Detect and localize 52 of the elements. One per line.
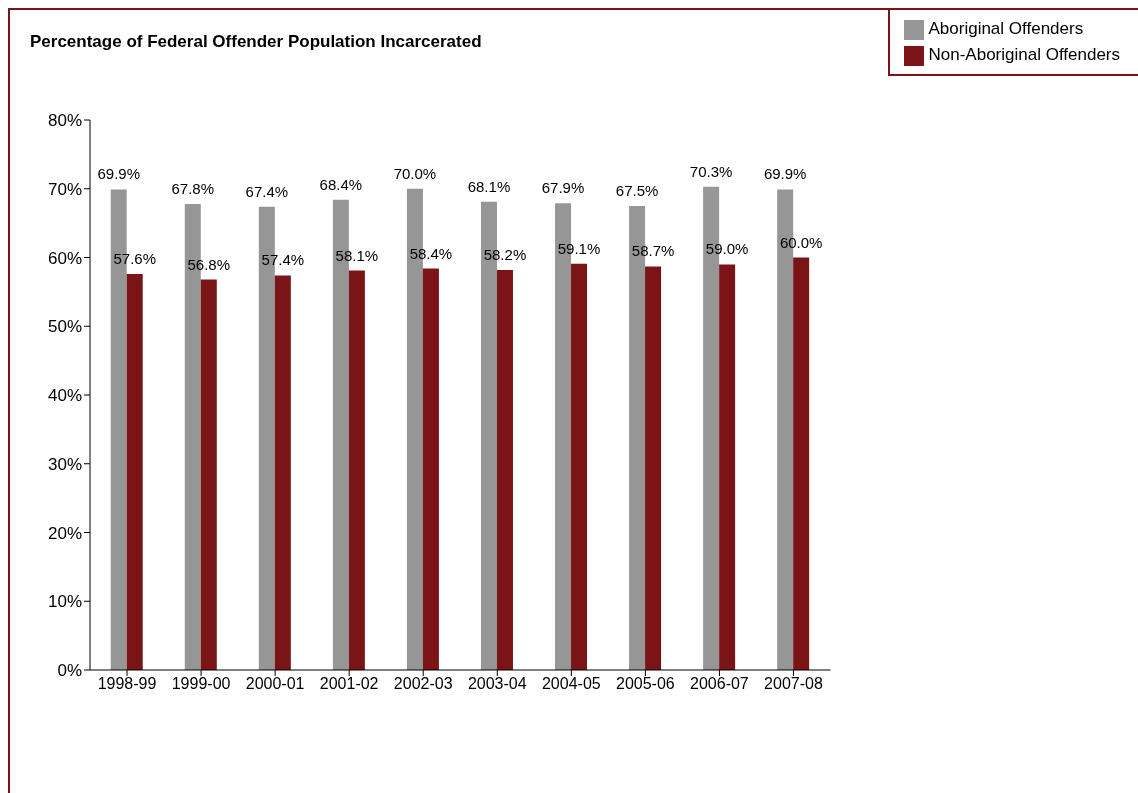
bar (200, 279, 217, 670)
bar (348, 270, 365, 670)
bar (496, 269, 513, 670)
y-tick-label: 0% (57, 661, 82, 681)
bar (274, 275, 291, 670)
bar (422, 268, 439, 670)
x-tick-label: 2000-01 (245, 675, 305, 693)
data-label: 67.8% (171, 179, 215, 197)
data-label: 70.3% (689, 162, 733, 180)
data-label: 58.1% (335, 246, 379, 264)
y-tick-label: 40% (47, 386, 82, 406)
bar (126, 274, 143, 670)
data-label: 67.5% (615, 181, 659, 199)
x-tick-label: 2007-08 (764, 675, 823, 693)
y-tick-label: 70% (47, 179, 82, 199)
data-label: 59.0% (705, 240, 749, 258)
y-tick-label: 50% (47, 317, 82, 337)
y-tick-label: 20% (47, 523, 82, 543)
x-tick-label: 2001-02 (319, 675, 379, 693)
x-tick-label: 2005-06 (616, 675, 675, 693)
data-label: 57.6% (113, 250, 157, 267)
data-label: 60.0% (779, 233, 823, 251)
y-tick-label: 10% (47, 592, 82, 612)
data-label: 59.1% (557, 239, 601, 257)
data-label: 68.1% (467, 177, 511, 195)
x-tick-label: 2003-04 (467, 675, 527, 693)
data-label: 57.4% (261, 251, 305, 269)
data-label: 67.9% (541, 179, 585, 197)
data-label: 69.9% (97, 165, 141, 183)
data-label: 69.9% (763, 165, 807, 183)
legend-label: Aboriginal Offenders (928, 19, 1084, 38)
bar (719, 264, 736, 670)
chart-title: Percentage of Federal Offender Population Incarcerated (30, 32, 482, 52)
data-label: 58.2% (483, 245, 527, 263)
x-tick-label: 2004-05 (541, 675, 601, 693)
x-tick-label: 2006-07 (690, 675, 749, 693)
y-tick-label: 60% (47, 248, 82, 268)
bar (793, 257, 810, 670)
data-label: 58.7% (631, 242, 675, 260)
data-label: 68.4% (319, 175, 363, 193)
data-label: 56.8% (187, 255, 231, 273)
y-tick-label: 30% (47, 454, 82, 474)
x-tick-label: 1999-00 (171, 675, 231, 693)
x-tick-label: 1998-99 (97, 675, 157, 693)
legend-label: Non-Aboriginal Offenders (928, 45, 1120, 64)
bar (645, 266, 662, 670)
data-label: 58.4% (409, 244, 453, 262)
bar (571, 263, 588, 670)
x-tick-label: 2002-03 (393, 675, 453, 693)
y-tick-label: 80% (47, 111, 82, 131)
data-label: 67.4% (245, 182, 289, 200)
data-label: 70.0% (393, 164, 437, 182)
